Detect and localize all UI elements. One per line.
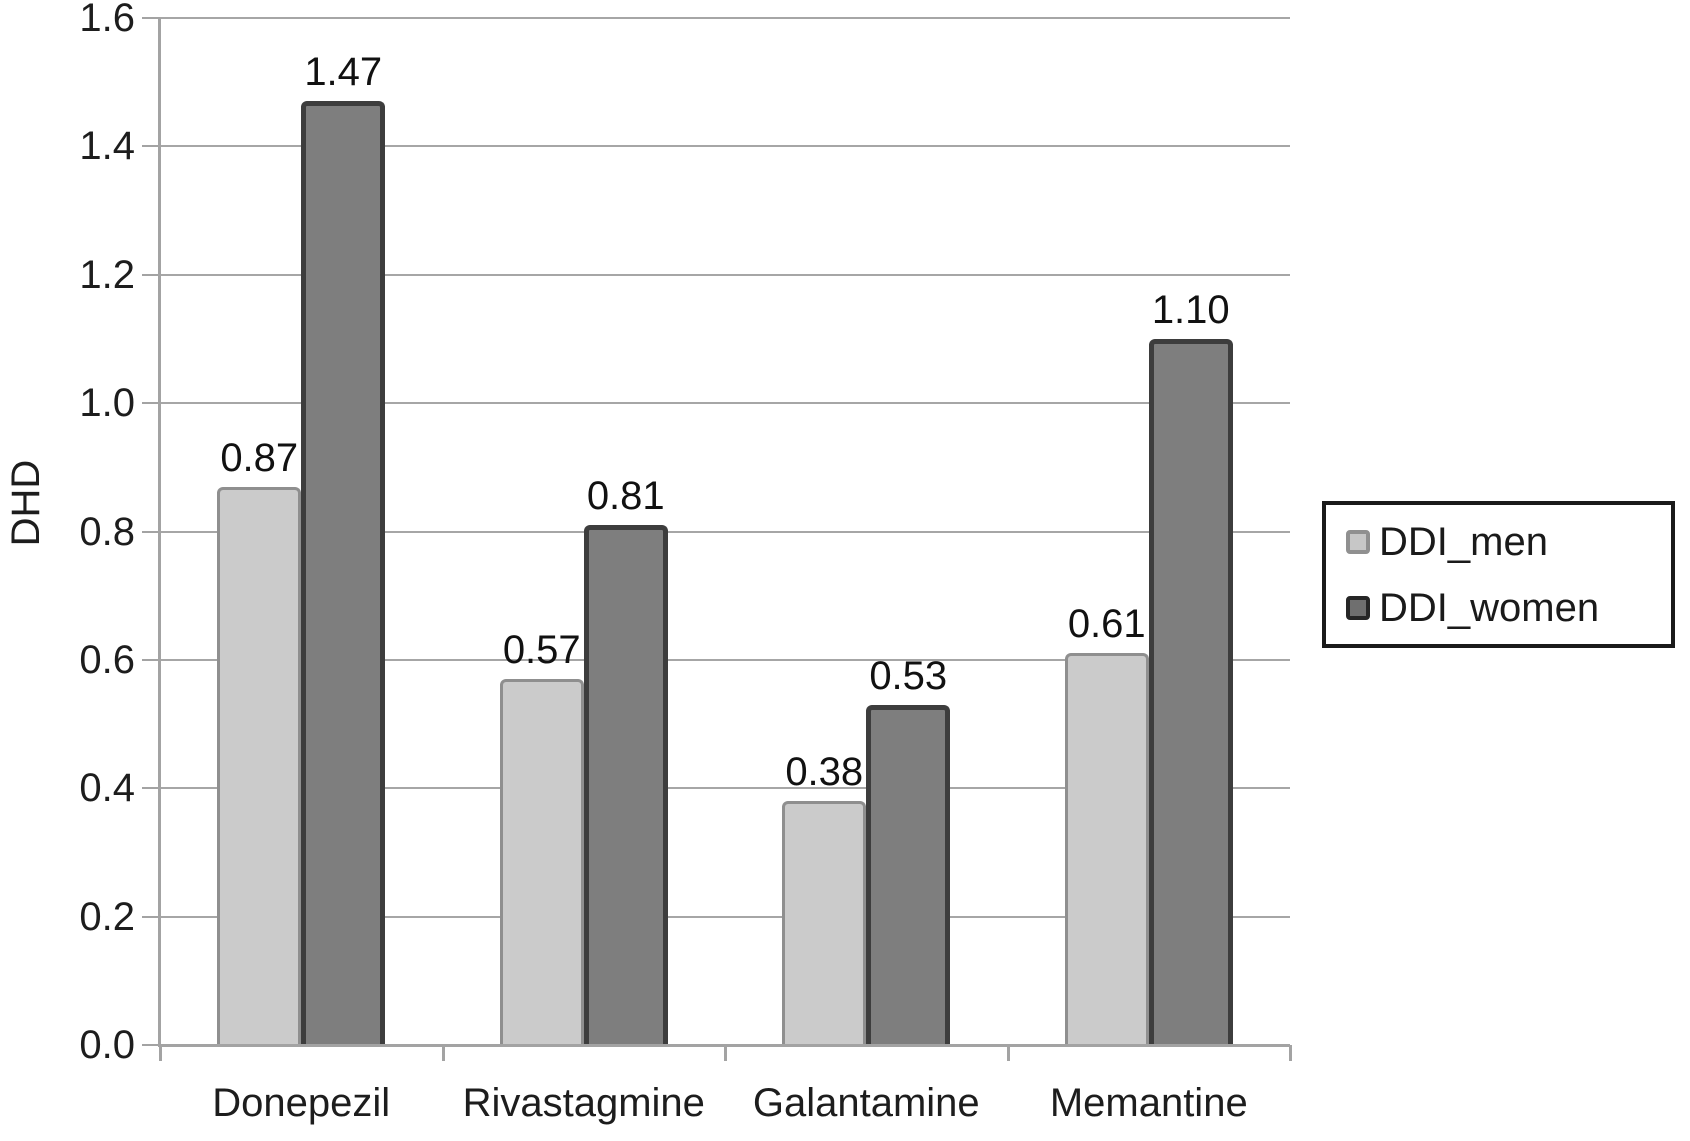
gridline bbox=[160, 530, 1290, 533]
x-category-label: Memantine bbox=[1049, 1081, 1248, 1125]
bar-value-label: 0.87 bbox=[220, 435, 299, 480]
gridline bbox=[160, 402, 1290, 405]
gridline bbox=[160, 658, 1290, 661]
bar-women bbox=[1148, 338, 1233, 1045]
y-tick-label: 0.0 bbox=[79, 1023, 135, 1067]
bar-men bbox=[1064, 653, 1149, 1045]
bar-women bbox=[866, 704, 951, 1045]
y-tick-label: 1.0 bbox=[79, 381, 135, 426]
legend-swatch-women-icon bbox=[1346, 595, 1370, 620]
x-category-label: Rivastagmine bbox=[462, 1081, 705, 1125]
legend-swatch-men-icon bbox=[1346, 529, 1370, 554]
bar-value-label: 1.47 bbox=[304, 50, 383, 95]
x-axis-tick bbox=[441, 1045, 445, 1061]
bar-men bbox=[217, 486, 302, 1045]
x-category-label: Galantamine bbox=[752, 1081, 980, 1125]
x-axis-tick bbox=[1289, 1045, 1292, 1061]
y-tick-label: 0.8 bbox=[79, 509, 135, 554]
gridline bbox=[160, 273, 1290, 276]
y-tick-label: 1.2 bbox=[79, 252, 135, 297]
y-axis-tick bbox=[142, 915, 160, 918]
y-tick-label: 0.2 bbox=[79, 894, 135, 939]
gridline bbox=[160, 915, 1290, 918]
bar-men bbox=[499, 679, 584, 1045]
y-axis-tick bbox=[142, 787, 160, 790]
bar-women bbox=[301, 101, 386, 1045]
bar-value-label: 0.38 bbox=[785, 750, 864, 795]
legend-label-women: DDI_women bbox=[1379, 585, 1600, 630]
y-tick-label: 1.4 bbox=[79, 124, 135, 169]
y-tick-label: 0.4 bbox=[79, 766, 135, 811]
y-axis-tick bbox=[142, 273, 160, 276]
legend: DDI_men DDI_women bbox=[1322, 501, 1675, 648]
bar-value-label: 0.57 bbox=[502, 628, 581, 673]
x-axis-tick bbox=[159, 1045, 162, 1061]
gridline bbox=[160, 787, 1290, 790]
y-axis-tick bbox=[142, 402, 160, 405]
y-axis-tick bbox=[142, 658, 160, 661]
gridline bbox=[160, 17, 1290, 19]
x-axis-tick bbox=[1006, 1045, 1010, 1061]
y-axis-tick bbox=[142, 17, 160, 19]
legend-item-women: DDI_women bbox=[1346, 586, 1671, 630]
y-axis-tick bbox=[142, 145, 160, 148]
y-axis-tick bbox=[142, 1044, 160, 1046]
x-axis-tick bbox=[724, 1045, 727, 1061]
bar-value-label: 0.53 bbox=[869, 653, 948, 698]
y-axis-tick bbox=[142, 530, 160, 533]
bar-value-label: 1.10 bbox=[1151, 287, 1230, 332]
bar-value-label: 0.81 bbox=[586, 474, 665, 519]
legend-item-men: DDI_men bbox=[1346, 520, 1671, 564]
bar-men bbox=[782, 801, 867, 1045]
legend-label-men: DDI_men bbox=[1379, 519, 1548, 564]
y-tick-label: 1.6 bbox=[79, 0, 135, 40]
y-axis-line bbox=[158, 18, 161, 1045]
bar-women bbox=[583, 525, 668, 1045]
x-category-label: Donepezil bbox=[212, 1081, 391, 1125]
y-tick-label: 0.6 bbox=[79, 637, 135, 682]
gridline bbox=[160, 145, 1290, 148]
bar-value-label: 0.61 bbox=[1067, 602, 1146, 647]
